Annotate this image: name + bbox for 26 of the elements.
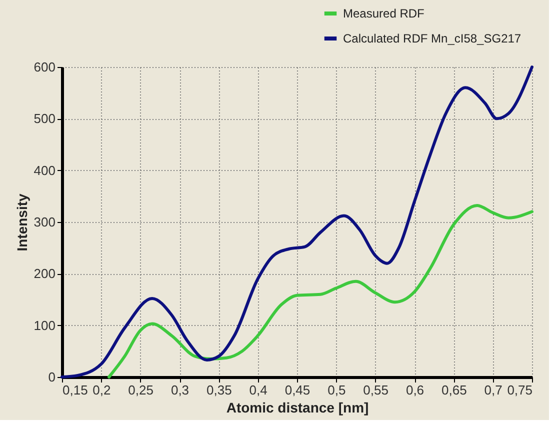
x-tick-label: 0,3 xyxy=(170,382,190,398)
x-tick-label: 0,2 xyxy=(92,382,111,398)
x-tick-label: 0,15 xyxy=(62,382,88,398)
x-tick-label: 0,45 xyxy=(284,382,310,398)
x-tick-label: 0,6 xyxy=(406,382,424,398)
x-tick-label: 0,4 xyxy=(249,382,268,398)
legend-label: Measured RDF xyxy=(343,6,424,20)
line-series xyxy=(108,204,534,378)
x-tick-label: 0,5 xyxy=(328,382,346,398)
x-tick-label: 0,7 xyxy=(484,382,502,398)
x-tick-label: 0,65 xyxy=(442,382,467,398)
y-tick-label: 0 xyxy=(48,370,56,384)
y-axis-title: Intensity xyxy=(14,194,30,252)
x-tick-label: 0,35 xyxy=(206,382,232,398)
y-tick-label: 200 xyxy=(34,266,56,282)
x-tick-label: 0,25 xyxy=(128,382,154,398)
y-tick-label: 600 xyxy=(34,60,56,74)
x-tick-label: 0,55 xyxy=(363,382,388,398)
legend-label: Calculated RDF Mn_cI58_SG217 xyxy=(343,32,522,46)
y-tick-label: 500 xyxy=(34,111,56,126)
x-tick-label: 0,75 xyxy=(507,382,532,398)
y-tick-label: 300 xyxy=(34,214,56,230)
x-axis-title: Atomic distance [nm] xyxy=(226,400,369,416)
line-series xyxy=(60,66,534,378)
y-tick-label: 400 xyxy=(34,162,56,178)
y-tick-label: 100 xyxy=(34,318,56,333)
